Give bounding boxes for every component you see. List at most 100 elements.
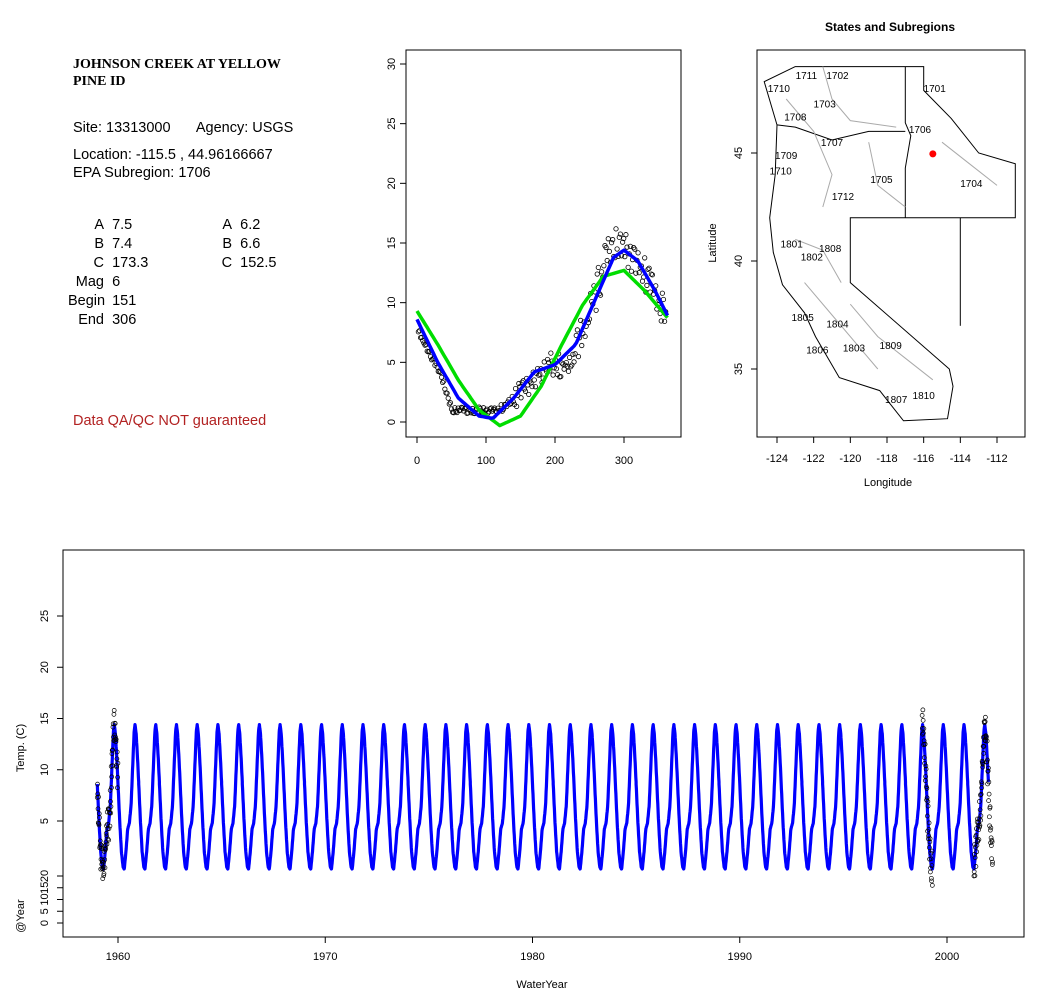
ts-observed-point xyxy=(972,842,978,847)
ts-observed-point xyxy=(107,788,113,793)
annual-observed-point xyxy=(486,409,492,415)
annual-observed-point xyxy=(623,232,629,238)
map-x-tick-label: -120 xyxy=(839,453,861,465)
map-x-tick-label: -116 xyxy=(913,453,934,465)
ts-observed-point xyxy=(989,837,995,843)
ts-observed-point xyxy=(979,781,985,787)
site-title-line1: JOHNSON CREEK AT YELLOW xyxy=(73,57,281,72)
annual-y-tick-label: 15 xyxy=(386,237,398,249)
ts-observed-point xyxy=(990,859,995,865)
map-region-label: 1707 xyxy=(821,138,844,149)
map-x-label: Longitude xyxy=(864,477,912,489)
ts-x-tick-label: 2000 xyxy=(935,951,959,963)
ts-observed-point xyxy=(928,875,934,881)
annual-observed-point xyxy=(658,318,664,324)
map-subregion-boundary xyxy=(804,282,879,370)
ts-y2-tick-label: 5 xyxy=(39,908,51,914)
ts-observed-point xyxy=(926,820,932,826)
map-region-label: 1705 xyxy=(870,175,893,186)
annual-observed-point xyxy=(570,351,576,357)
site-number: Site: 13313000 xyxy=(73,120,171,136)
annual-observed-point xyxy=(441,378,447,384)
ts-observed-point xyxy=(925,813,930,819)
ts-observed-point xyxy=(110,724,116,730)
map-region-label: 1810 xyxy=(913,391,936,402)
ts-observed-point xyxy=(925,803,931,809)
annual-observed-point xyxy=(627,243,633,249)
annual-observed-point xyxy=(522,388,529,394)
ts-observed-point xyxy=(926,845,932,850)
ts-observed-point xyxy=(111,712,117,717)
annual-observed-point xyxy=(550,372,556,378)
ts-observed-point xyxy=(929,848,935,854)
ts-observed-point xyxy=(973,864,979,869)
annual-observed-point xyxy=(526,391,532,398)
annual-observed-point xyxy=(628,268,635,274)
ts-observed-points xyxy=(94,707,995,888)
annual-cycle-chart: 0 100 200 300 0 5 10 15 20 25 30 xyxy=(386,49,682,467)
site-id: Site: 13313000 Agency: USGS xyxy=(73,119,293,137)
site-title-line2: PINE ID xyxy=(73,74,126,89)
annual-y-tick-label: 0 xyxy=(386,419,398,425)
map-region-label: 1701 xyxy=(924,84,947,95)
ts-observed-point xyxy=(972,855,978,860)
map-region-label: 1804 xyxy=(826,320,849,331)
ts-observed-point xyxy=(113,739,119,745)
ts-observed-point xyxy=(988,827,993,833)
annual-observed-point xyxy=(438,374,445,380)
site-title: JOHNSON CREEK AT YELLOW PINE ID xyxy=(73,56,333,90)
ts-observed-point xyxy=(101,859,106,865)
ts-observed-point xyxy=(982,720,987,726)
annual-observed-point xyxy=(558,373,564,380)
ts-observed-point xyxy=(103,831,109,836)
ts-observed-point xyxy=(102,857,108,863)
ts-observed-point xyxy=(986,779,992,785)
ts-observed-point xyxy=(103,846,109,851)
ts-observed-point xyxy=(987,804,993,810)
annual-observed-point xyxy=(512,386,519,392)
ts-observed-point xyxy=(927,836,933,842)
ts-observed-point xyxy=(96,822,102,828)
annual-fit-line-blue xyxy=(415,248,670,420)
timeseries-chart: 1960 1970 1980 1990 200051015202505101520Wat… xyxy=(15,549,1025,991)
ts-observed-point xyxy=(921,726,927,731)
ts-observed-point xyxy=(112,732,118,738)
map-region-label: 1802 xyxy=(801,253,824,264)
map-x-tick-label: -122 xyxy=(803,453,825,465)
annual-observed-point xyxy=(582,333,588,340)
annual-y-tick-label: 30 xyxy=(386,58,398,70)
annual-observed-point xyxy=(645,266,651,272)
map-subregion-boundary xyxy=(822,66,897,128)
ts-observed-point xyxy=(974,849,980,855)
ts-y-tick-label: 20 xyxy=(39,661,51,673)
ts-observed-point xyxy=(920,731,925,737)
annual-observed-point xyxy=(636,270,642,276)
annual-observed-point xyxy=(617,231,624,237)
ts-observed-point xyxy=(106,826,112,831)
ts-observed-point xyxy=(989,843,994,848)
map-region-label: 1808 xyxy=(819,244,842,255)
annual-observed-point xyxy=(614,246,620,252)
ts-observed-point xyxy=(113,737,119,742)
ts-observed-point xyxy=(114,756,120,762)
ts-observed-point xyxy=(929,883,935,888)
ts-observed-point xyxy=(922,761,927,766)
ts-observed-point xyxy=(99,865,105,871)
ts-observed-point xyxy=(115,760,121,766)
qa-note: Data QA/QC NOT guaranteed xyxy=(73,413,267,429)
map-subregion-boundary xyxy=(849,303,934,381)
annual-observed-point xyxy=(632,246,638,252)
ts-observed-point xyxy=(989,862,995,867)
ts-observed-point xyxy=(920,707,926,713)
annual-observed-point xyxy=(635,250,641,256)
ts-observed-point xyxy=(113,734,118,740)
ts-observed-point xyxy=(984,738,990,744)
ts-observed-point xyxy=(976,837,982,843)
ts-observed-point xyxy=(978,792,983,798)
ts-observed-point xyxy=(928,856,934,862)
ts-observed-point xyxy=(929,863,935,868)
map-subregion-boundary xyxy=(785,98,833,208)
map-x-tick-label: -114 xyxy=(950,453,971,465)
ts-y2-label: @Year xyxy=(15,899,27,933)
annual-observed-point xyxy=(605,236,611,242)
